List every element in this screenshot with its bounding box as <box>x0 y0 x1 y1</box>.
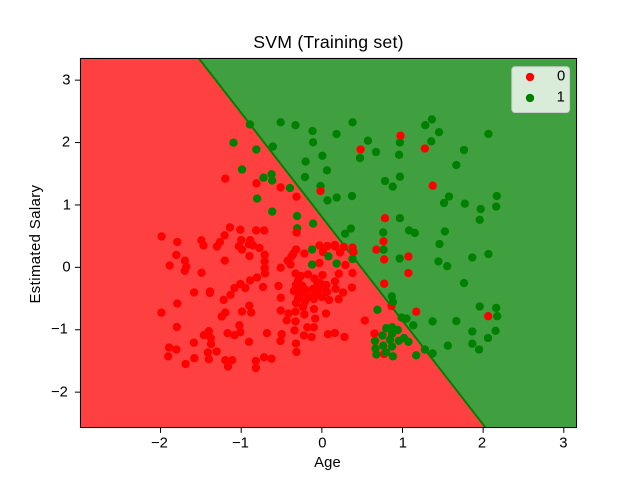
svg-text:Estimated Salary: Estimated Salary <box>28 184 44 303</box>
svg-text:−1: −1 <box>232 436 249 452</box>
svg-text:SVM (Training set): SVM (Training set) <box>253 32 403 52</box>
svg-text:3: 3 <box>62 73 70 89</box>
svg-text:3: 3 <box>559 436 567 452</box>
svg-text:1: 1 <box>557 90 565 106</box>
svg-text:−1: −1 <box>51 322 68 338</box>
svg-text:0: 0 <box>557 69 565 85</box>
svg-text:0: 0 <box>62 260 70 276</box>
svg-text:−2: −2 <box>151 436 168 452</box>
svg-text:−2: −2 <box>51 385 68 401</box>
svg-text:1: 1 <box>63 198 71 214</box>
svg-text:2: 2 <box>478 436 486 452</box>
svg-text:2: 2 <box>62 135 70 151</box>
svg-text:0: 0 <box>318 436 326 452</box>
svg-text:1: 1 <box>399 436 407 452</box>
svg-text:Age: Age <box>314 455 341 471</box>
